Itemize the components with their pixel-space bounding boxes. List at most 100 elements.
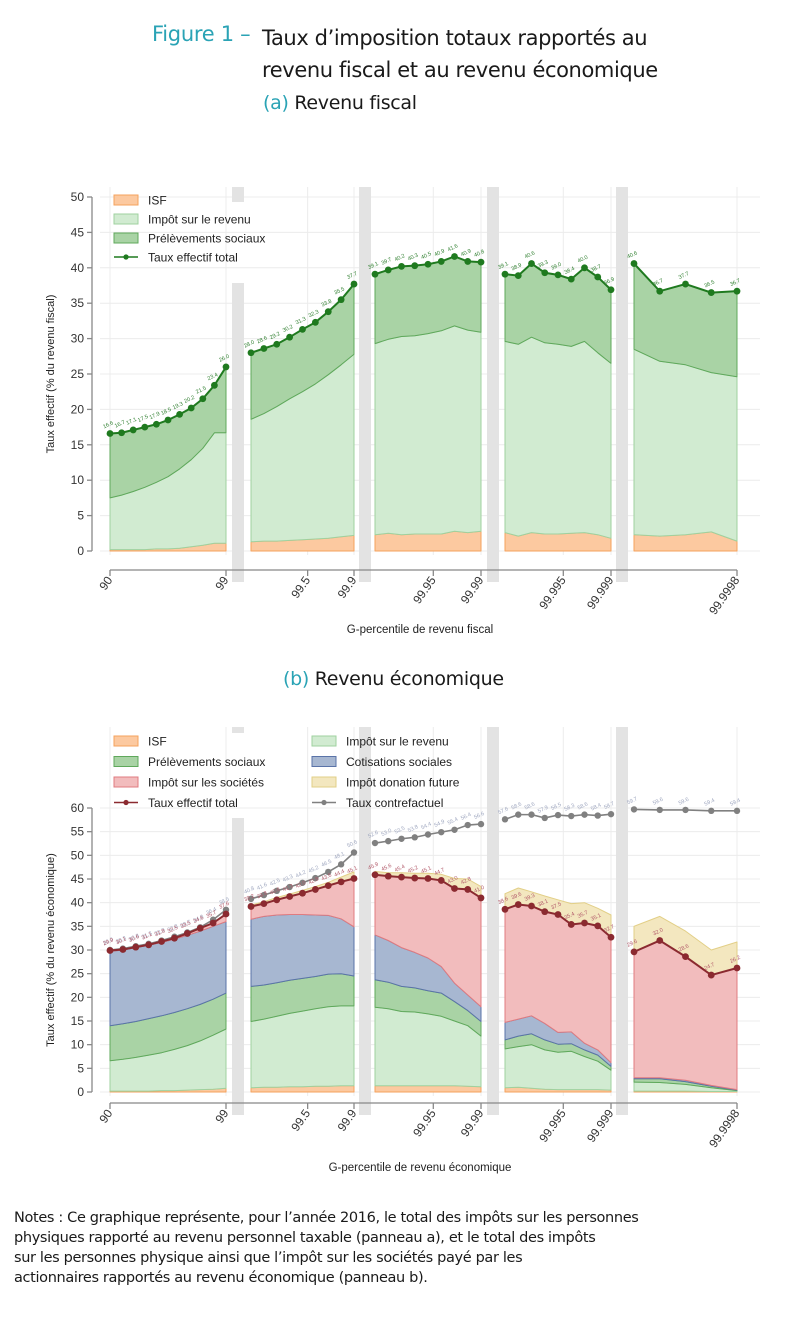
data-label-total: 40.0 <box>577 255 589 265</box>
point-taux-effectif-total <box>371 871 379 879</box>
legend-item-ir: Impôt sur le revenu <box>311 735 449 749</box>
y-tick-label: 35 <box>71 296 85 310</box>
point-taux-effectif-total <box>451 253 458 260</box>
x-tick-label: 99.99 <box>458 1106 487 1139</box>
point-taux-effectif-total <box>541 908 549 916</box>
point-contrefactuel <box>260 891 268 899</box>
data-label-total: 39.3 <box>537 260 549 270</box>
point-taux-effectif-total <box>514 901 522 908</box>
data-label-contrefactuel: 31.3 <box>141 931 153 941</box>
point-taux-effectif-total <box>514 272 522 279</box>
point-taux-effectif-total <box>554 911 562 918</box>
data-label-contrefactuel: 46.5 <box>321 859 333 869</box>
point-contrefactuel <box>528 811 535 818</box>
data-label-total: 37.6 <box>218 901 230 911</box>
data-label-total: 32.7 <box>603 924 615 934</box>
point-contrefactuel <box>581 811 588 818</box>
point-taux-effectif-total <box>260 900 268 908</box>
data-label-total: 23.4 <box>207 372 219 382</box>
figure-title-line-1: Taux d’imposition totaux rapportés au <box>262 26 648 50</box>
data-label-total: 43.6 <box>321 872 333 882</box>
point-contrefactuel <box>424 831 432 838</box>
data-label-contrefactuel: 42.5 <box>269 878 281 888</box>
point-taux-effectif-total <box>299 325 306 333</box>
data-label-contrefactuel: 54.4 <box>420 821 432 831</box>
legend-marker <box>123 799 129 806</box>
point-taux-effectif-total <box>630 260 638 267</box>
point-taux-effectif-total <box>437 877 445 884</box>
line-taux-effectif-total <box>109 913 227 952</box>
y-axis: 0 5 10 15 20 25 30 35 40 45 50 Taux effectif (% du … <box>45 190 93 558</box>
figure-number: Figure 1 – <box>152 22 251 46</box>
data-label-contrefactuel: 59.7 <box>626 796 638 806</box>
x-tick-label: 99.9 <box>335 1106 360 1133</box>
data-label-total: 31.1 <box>141 932 153 942</box>
point-taux-effectif-total <box>141 423 149 431</box>
data-label-total: 41.3 <box>282 883 294 893</box>
data-label-contrefactuel: 44.2 <box>295 870 307 880</box>
y-tick-label: 50 <box>71 848 85 862</box>
data-label-total: 39.6 <box>511 891 523 901</box>
y-tick-label: 20 <box>71 990 85 1004</box>
legend-label: Taux contrefactuel <box>346 796 443 810</box>
point-taux-effectif-total <box>199 395 207 403</box>
data-label-contrefactuel: 50.6 <box>346 839 358 849</box>
point-taux-effectif-total <box>299 889 306 897</box>
data-label-contrefactuel: 53.8 <box>407 824 419 834</box>
data-label-total: 30.1 <box>115 936 127 946</box>
point-contrefactuel <box>451 826 458 833</box>
legend-swatch <box>113 735 139 747</box>
point-taux-effectif-total <box>567 921 575 928</box>
data-label-total: 16.6 <box>102 420 114 430</box>
data-label-contrefactuel: 38.5 <box>218 897 230 907</box>
point-taux-effectif-total <box>630 948 638 956</box>
data-label-total: 39.3 <box>524 893 536 903</box>
data-label-total: 41.0 <box>473 885 485 895</box>
notes-line: physiques rapporté au revenu personnel t… <box>14 1230 596 1246</box>
data-label-contrefactuel: 43.3 <box>282 874 294 884</box>
data-label-contrefactuel: 58.6 <box>511 801 523 811</box>
y-tick-label: 55 <box>71 825 85 839</box>
segment-separator <box>616 727 628 1115</box>
segment-separator <box>232 187 244 202</box>
y-tick-label: 50 <box>71 190 85 204</box>
point-taux-effectif-total <box>118 429 125 437</box>
data-label-total: 32.5 <box>167 925 179 935</box>
x-tick-label: 90 <box>96 1106 115 1125</box>
point-taux-effectif-total <box>656 287 664 295</box>
data-label-contrefactuel: 45.2 <box>308 865 320 875</box>
data-label-total: 39.8 <box>256 890 268 900</box>
data-label-total: 30.6 <box>128 934 140 944</box>
point-contrefactuel <box>371 839 379 847</box>
data-label-total: 21.5 <box>195 386 207 396</box>
point-contrefactuel <box>325 868 332 876</box>
point-contrefactuel <box>682 806 689 814</box>
point-contrefactuel <box>438 828 445 836</box>
point-taux-effectif-total <box>733 287 741 295</box>
data-label-total: 39.7 <box>381 257 393 267</box>
data-label-total: 36.7 <box>729 278 741 288</box>
data-label-contrefactuel: 57.6 <box>497 806 509 816</box>
point-contrefactuel <box>477 820 485 828</box>
panel-a-title-text: Revenu fiscal <box>294 92 417 114</box>
point-taux-effectif-total <box>541 269 549 277</box>
point-taux-effectif-total <box>682 280 689 288</box>
legend-item-isf: ISF <box>113 735 167 749</box>
data-label-contrefactuel: 30.8 <box>128 933 140 943</box>
point-contrefactuel <box>708 807 715 815</box>
point-taux-effectif-total <box>324 308 332 316</box>
data-label-contrefactuel: 58.6 <box>524 801 536 811</box>
data-label-contrefactuel: 48.1 <box>333 851 345 861</box>
point-taux-effectif-total <box>464 258 472 265</box>
point-taux-effectif-total <box>607 933 615 941</box>
y-tick-label: 10 <box>71 1038 85 1052</box>
point-contrefactuel <box>594 812 601 819</box>
point-contrefactuel <box>398 835 405 842</box>
y-tick-label: 5 <box>77 1061 84 1075</box>
data-label-total: 32.3 <box>308 309 320 319</box>
segment-separator <box>359 727 371 1115</box>
point-contrefactuel <box>299 879 306 886</box>
data-label-total: 28.6 <box>678 943 690 953</box>
point-contrefactuel <box>554 811 562 819</box>
data-label-total: 17.9 <box>149 411 161 421</box>
